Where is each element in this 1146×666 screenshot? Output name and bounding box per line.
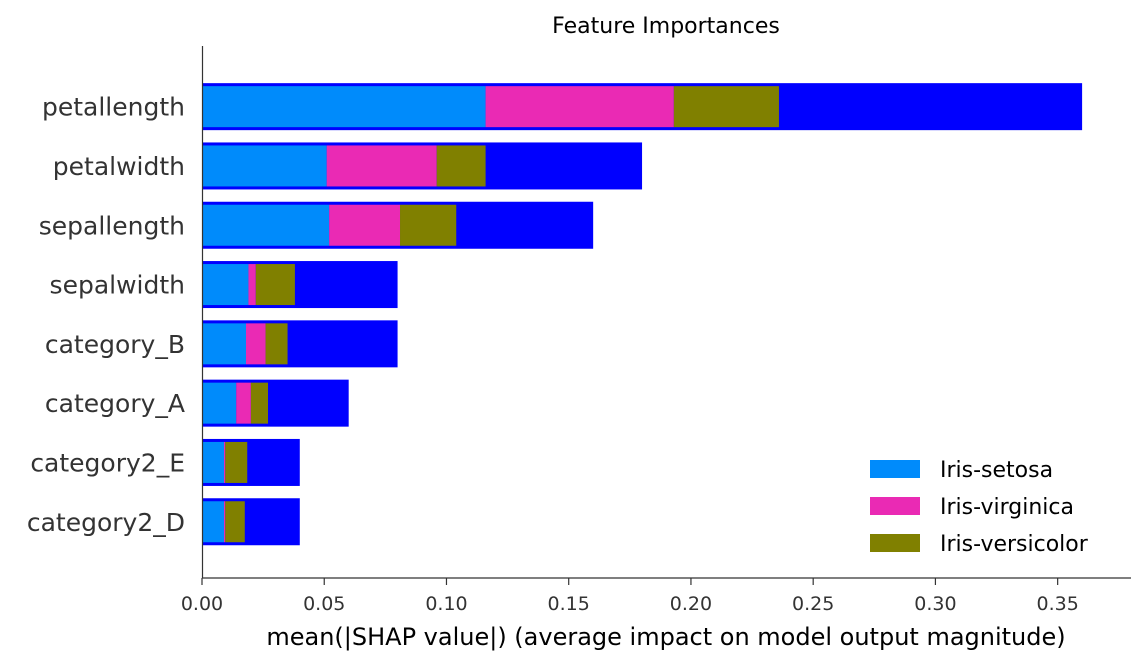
x-tick-label: 0.35	[1037, 593, 1079, 615]
x-tick-label: 0.15	[548, 593, 590, 615]
bar-iris-setosa-petallength	[202, 86, 486, 128]
bar-iris-virginica-category2_E	[224, 441, 226, 483]
legend-label-iris-virginica: Iris-virginica	[940, 495, 1074, 520]
bar-iris-versicolor-category2_D	[225, 501, 245, 543]
bar-iris-setosa-category_A	[202, 382, 237, 424]
bar-iris-setosa-sepallength	[202, 204, 330, 246]
bar-iris-setosa-category2_D	[202, 501, 225, 543]
category-label-petalwidth: petalwidth	[53, 152, 185, 181]
legend-label-iris-setosa: Iris-setosa	[940, 458, 1053, 483]
category-label-petallength: petallength	[42, 93, 185, 122]
x-tick-label: 0.20	[670, 593, 712, 615]
legend-label-iris-versicolor: Iris-versicolor	[940, 532, 1089, 557]
bars-layer	[202, 83, 1083, 546]
bar-iris-virginica-category_B	[246, 323, 266, 365]
x-tick-label: 0.00	[181, 593, 223, 615]
x-tick-label: 0.05	[303, 593, 345, 615]
bar-iris-virginica-sepalwidth	[248, 264, 256, 306]
legend-swatch-iris-setosa	[870, 460, 920, 478]
bar-iris-versicolor-category2_E	[225, 441, 248, 483]
x-axis-label: mean(|SHAP value|) (average impact on mo…	[266, 623, 1065, 651]
category-labels: petallength petalwidth sepallength sepalwid…	[27, 93, 185, 537]
bar-iris-versicolor-petalwidth	[436, 145, 486, 187]
chart-title: Feature Importances	[552, 14, 780, 39]
bar-iris-virginica-petallength	[485, 86, 674, 128]
x-tick-label: 0.10	[425, 593, 467, 615]
bar-iris-setosa-category_B	[202, 323, 247, 365]
bar-iris-setosa-category2_E	[202, 441, 225, 483]
bar-iris-versicolor-category_B	[265, 323, 288, 365]
category-label-sepalwidth: sepalwidth	[50, 271, 185, 300]
category-label-category2_D: category2_D	[27, 508, 185, 537]
legend-swatch-iris-virginica	[870, 497, 920, 515]
x-tick-label: 0.30	[914, 593, 956, 615]
bar-iris-versicolor-sepalwidth	[255, 264, 295, 306]
category-label-category2_E: category2_E	[30, 448, 185, 477]
category-label-category_A: category_A	[45, 389, 185, 418]
bar-iris-virginica-category2_D	[224, 501, 226, 543]
bar-iris-versicolor-category_A	[250, 382, 269, 424]
bar-iris-virginica-sepallength	[329, 204, 401, 246]
bar-iris-setosa-petalwidth	[202, 145, 327, 187]
category-label-sepallength: sepallength	[39, 211, 185, 240]
bar-iris-virginica-category_A	[236, 382, 251, 424]
bar-iris-virginica-petalwidth	[326, 145, 437, 187]
legend-swatch-iris-versicolor	[870, 534, 920, 552]
x-tick-label: 0.25	[792, 593, 834, 615]
bar-iris-versicolor-sepallength	[400, 204, 457, 246]
axes: 0.00 0.05 0.10 0.15 0.20 0.25 0.30 0.35	[181, 46, 1131, 615]
legend: Iris-setosa Iris-virginica Iris-versicolor	[870, 458, 1089, 557]
category-label-category_B: category_B	[45, 330, 185, 359]
bar-iris-setosa-sepalwidth	[202, 264, 249, 306]
bar-iris-versicolor-petallength	[673, 86, 779, 128]
